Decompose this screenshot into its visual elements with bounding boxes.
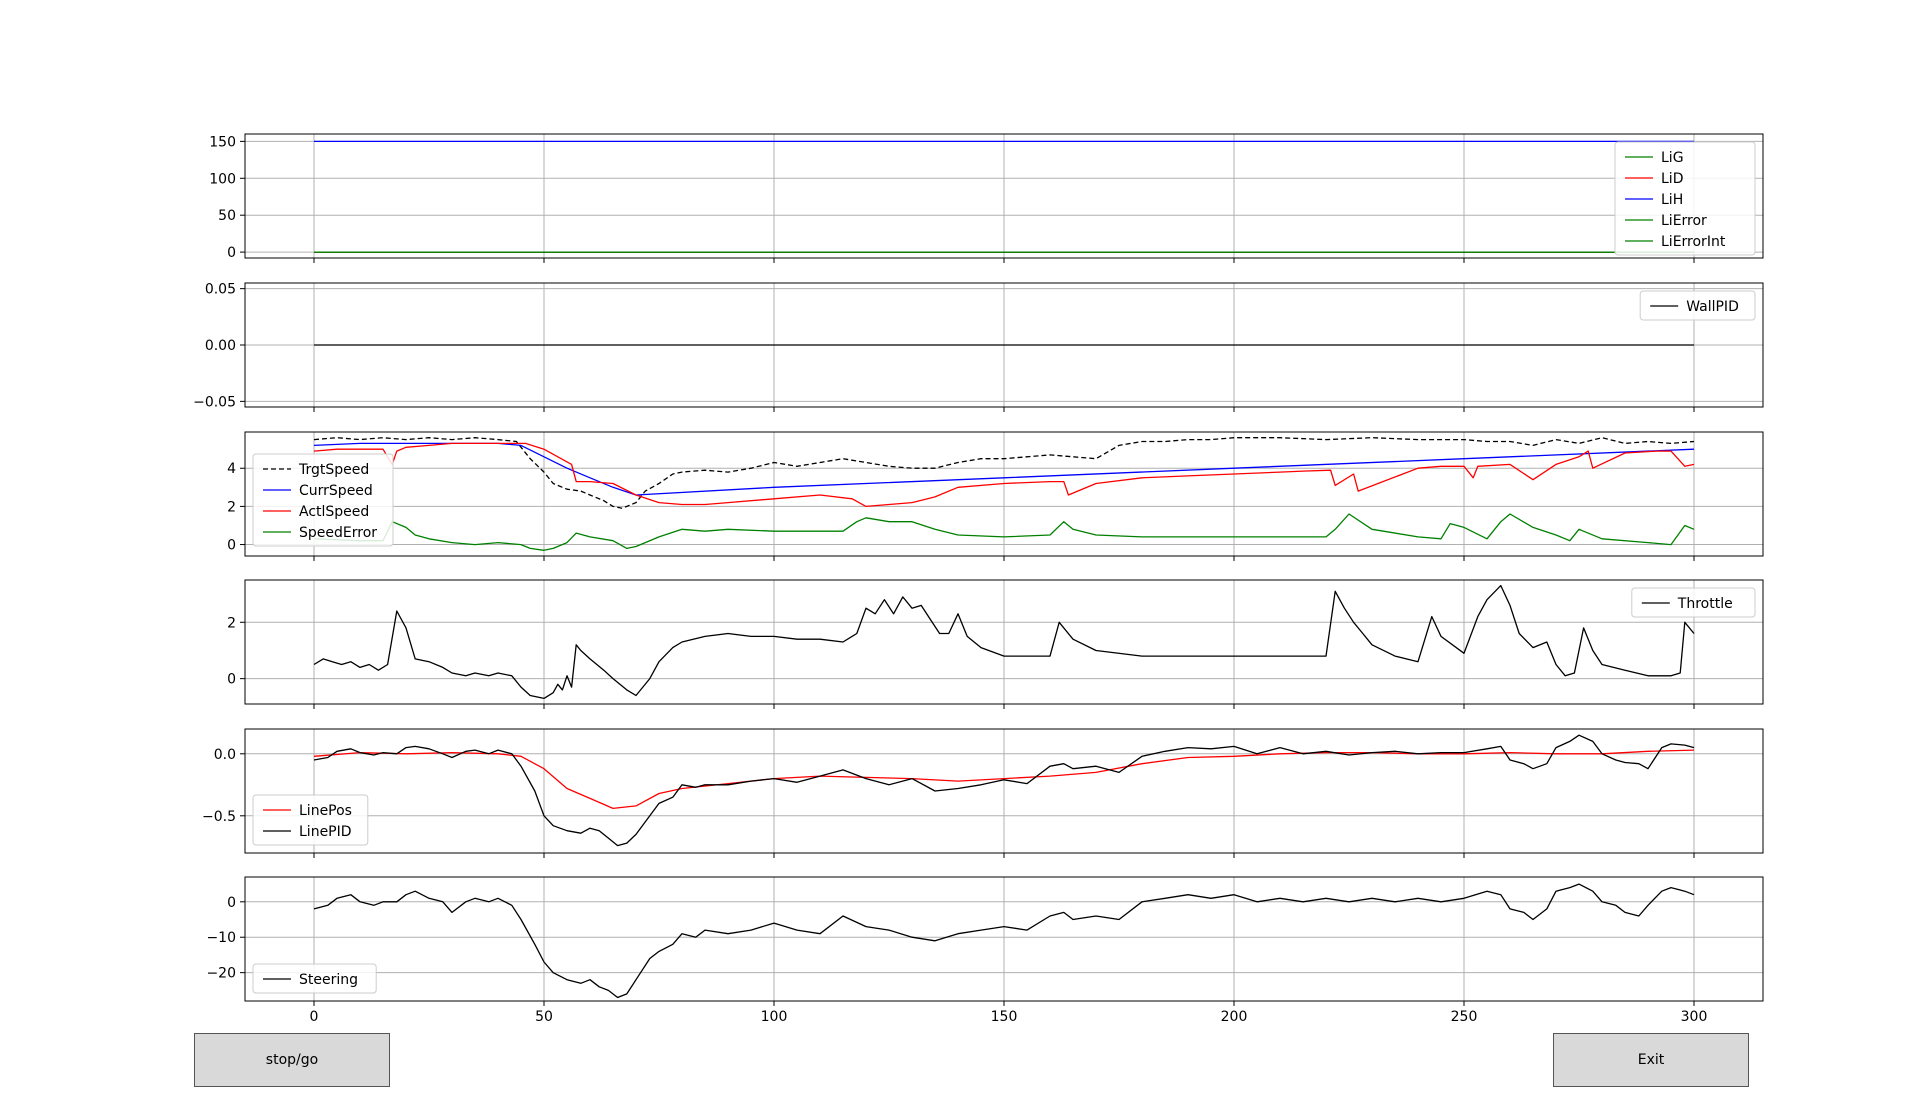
legend: TrgtSpeed CurrSpeed ActlSpeed SpeedError — [252, 453, 394, 547]
legend: WallPID — [1639, 290, 1756, 321]
legend: LinePos LinePID — [252, 794, 369, 846]
y-tick-label: 0 — [227, 245, 236, 261]
legend-label: LiG — [1661, 150, 1684, 166]
series-line-linepid — [313, 734, 1695, 847]
legend-label: TrgtSpeed — [298, 462, 369, 478]
legend-label: LiH — [1661, 192, 1683, 208]
legend-frame — [1639, 290, 1756, 321]
legend-frame — [1614, 141, 1756, 256]
y-tick-label: 0 — [227, 538, 236, 554]
y-tick-label: 4 — [227, 461, 236, 477]
legend-label: WallPID — [1686, 299, 1739, 315]
legend-frame — [1631, 587, 1756, 618]
legend-frame — [252, 794, 369, 846]
legend: Steering — [252, 963, 377, 994]
subplot-4: 0 2 Throttle — [227, 579, 1764, 709]
series-line-speederror — [313, 513, 1695, 551]
legend-label: LinePID — [299, 824, 352, 840]
y-tick-label: −20 — [206, 966, 236, 982]
legend-label: LinePos — [299, 803, 352, 819]
legend-label: LiErrorInt — [1661, 234, 1726, 250]
series-line-throttle — [313, 584, 1695, 700]
x-tick-label: 300 — [1681, 1009, 1708, 1025]
legend-frame — [252, 453, 394, 547]
series-line-trgtspeed — [313, 437, 1695, 509]
stop-go-button[interactable]: stop/go — [194, 1033, 390, 1087]
subplot-5: −0.5 0.0 LinePos LinePID — [202, 728, 1764, 858]
y-tick-label: 2 — [227, 615, 236, 631]
legend-label: Throttle — [1677, 596, 1733, 612]
y-tick-label: −0.05 — [193, 394, 236, 410]
legend-label: LiError — [1661, 213, 1707, 229]
legend-label: LiD — [1661, 171, 1683, 187]
legend: LiG LiD LiH LiError LiErrorInt — [1614, 141, 1756, 256]
y-tick-label: 0 — [227, 895, 236, 911]
subplot-1: 0 50 100 150 LiG LiD LiH LiError LiErrorInt — [209, 133, 1764, 263]
subplot-6: 0 50 100 150 200 250 300 −20 −10 0 Steering — [206, 876, 1764, 1025]
series-line-actlspeed — [313, 442, 1695, 508]
series-line-currspeed — [313, 442, 1695, 496]
legend-label: CurrSpeed — [299, 483, 373, 499]
x-tick-label: 200 — [1221, 1009, 1248, 1025]
exit-button[interactable]: Exit — [1553, 1033, 1749, 1087]
x-tick-label: 50 — [535, 1009, 553, 1025]
legend: Throttle — [1631, 587, 1756, 618]
y-tick-label: 0.0 — [214, 747, 236, 763]
legend-label: SpeedError — [299, 525, 377, 541]
y-tick-label: 0 — [227, 672, 236, 688]
subplot-3: 0 2 4 TrgtSpeed CurrSpeed ActlSpeed SpeedError — [227, 431, 1764, 561]
y-tick-label: 2 — [227, 499, 236, 515]
y-tick-label: 50 — [218, 208, 236, 224]
x-tick-label: 250 — [1451, 1009, 1478, 1025]
y-tick-label: −0.5 — [202, 809, 236, 825]
legend-label: ActlSpeed — [299, 504, 369, 520]
x-tick-label: 150 — [991, 1009, 1018, 1025]
y-tick-label: 100 — [209, 171, 236, 187]
y-tick-label: 0.05 — [205, 282, 236, 298]
x-tick-label: 0 — [310, 1009, 319, 1025]
legend-label: Steering — [299, 972, 358, 988]
series-line-steering — [313, 883, 1695, 999]
legend-frame — [252, 963, 377, 994]
subplot-2: −0.05 0.00 0.05 WallPID — [193, 282, 1764, 412]
x-tick-label: 100 — [761, 1009, 788, 1025]
y-tick-label: 150 — [209, 134, 236, 150]
y-tick-label: −10 — [206, 930, 236, 946]
y-tick-label: 0.00 — [205, 338, 236, 354]
